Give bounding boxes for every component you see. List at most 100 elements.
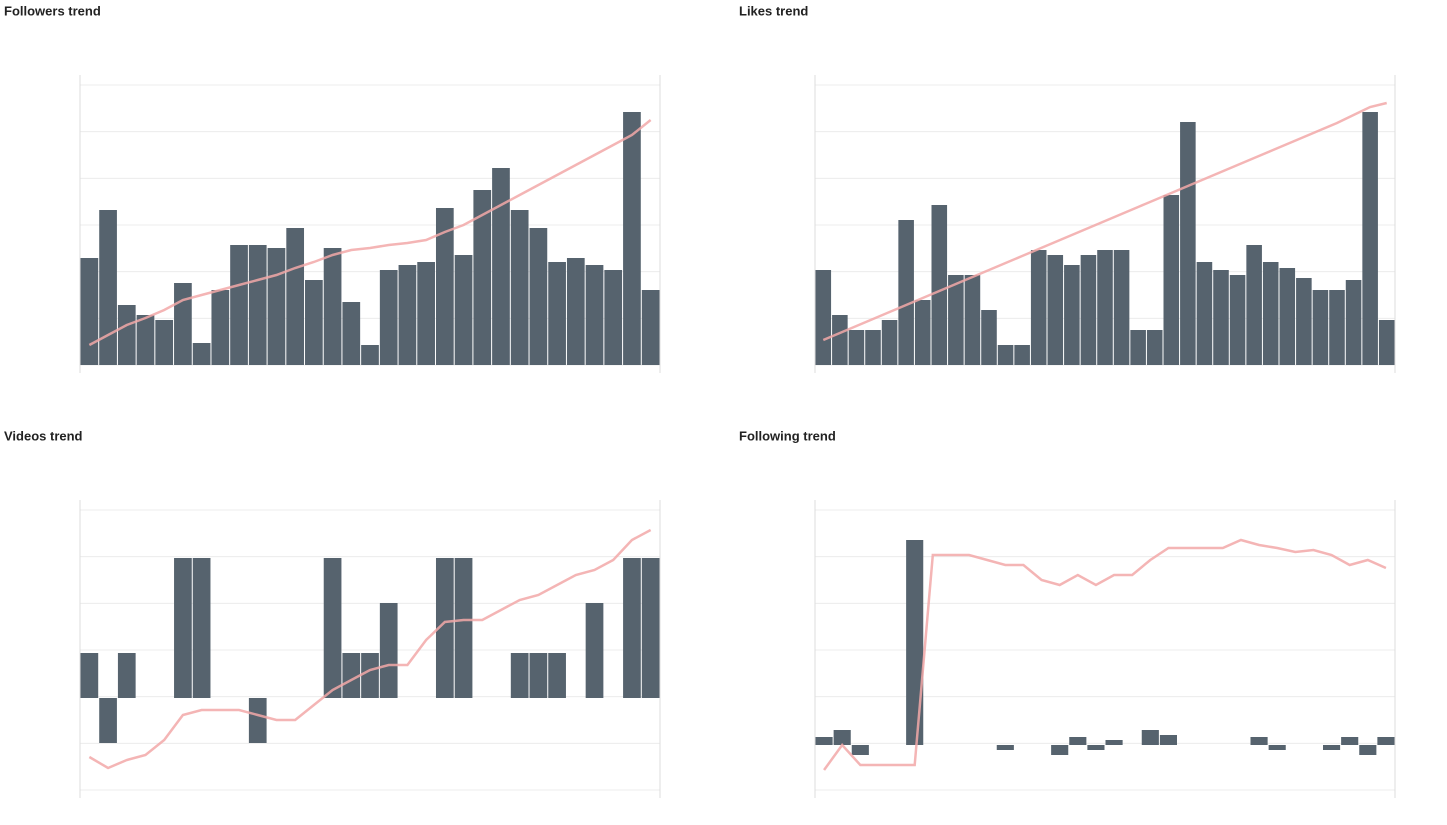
bar	[1080, 255, 1097, 365]
bar	[342, 653, 361, 698]
bar	[566, 258, 585, 365]
bar	[192, 558, 211, 698]
bar	[1323, 745, 1341, 750]
bar	[398, 265, 417, 365]
bar	[1064, 265, 1080, 365]
bar	[1377, 737, 1395, 745]
bar	[174, 283, 192, 365]
bar	[604, 270, 623, 365]
bar	[248, 698, 267, 743]
bar	[155, 320, 174, 365]
bar	[529, 653, 548, 698]
bar	[1341, 737, 1359, 745]
bar	[454, 558, 473, 698]
bar	[1047, 255, 1064, 365]
bar	[851, 745, 869, 755]
bar	[906, 540, 924, 745]
bar	[1163, 195, 1180, 365]
bar	[548, 262, 566, 365]
bar	[1329, 290, 1345, 365]
bar	[323, 558, 342, 698]
bar	[1262, 262, 1279, 365]
bar	[996, 745, 1014, 750]
bar	[865, 330, 881, 365]
bar	[211, 290, 230, 365]
bar	[981, 310, 997, 365]
bar	[623, 112, 641, 365]
bar	[510, 653, 529, 698]
bar	[117, 653, 136, 698]
bar	[1246, 245, 1262, 365]
trend-line	[88, 528, 652, 770]
bar	[192, 343, 211, 365]
chart-title: Followers trend	[4, 3, 101, 18]
bar	[80, 653, 99, 698]
bar	[815, 270, 832, 365]
bar	[286, 228, 305, 365]
chart-title: Videos trend	[4, 428, 83, 443]
bar	[1268, 745, 1286, 750]
bar	[1069, 737, 1087, 745]
bar	[641, 558, 660, 698]
bar	[1051, 745, 1069, 755]
bar	[1097, 250, 1113, 365]
bar	[1312, 290, 1329, 365]
bar	[342, 302, 361, 365]
bar	[1196, 262, 1213, 365]
bar	[931, 205, 948, 365]
bar	[585, 603, 604, 698]
bar	[623, 558, 641, 698]
trend-line	[88, 119, 652, 347]
bar	[1229, 275, 1246, 365]
bar	[1014, 345, 1030, 365]
bar	[948, 275, 964, 365]
bar	[473, 190, 492, 365]
bar	[136, 315, 155, 365]
bar	[832, 315, 848, 365]
bar	[1113, 250, 1130, 365]
bar	[1146, 330, 1163, 365]
bar	[248, 245, 267, 365]
chart-title: Likes trend	[739, 3, 808, 18]
bar	[548, 653, 566, 698]
bar	[99, 698, 117, 743]
bar	[1359, 745, 1377, 755]
bar	[964, 275, 981, 365]
bar	[1159, 735, 1177, 745]
bar	[641, 290, 660, 365]
bar	[379, 603, 398, 698]
bar	[230, 245, 248, 365]
bar	[1030, 250, 1047, 365]
bar	[267, 248, 286, 365]
bar	[585, 265, 604, 365]
bar	[510, 210, 529, 365]
bar	[174, 558, 192, 698]
bar	[1141, 730, 1159, 745]
bar	[1087, 745, 1105, 750]
bar	[454, 255, 473, 365]
bar	[361, 653, 379, 698]
bar	[435, 208, 454, 365]
bar	[1345, 280, 1362, 365]
bar	[1250, 737, 1268, 745]
trend-line	[823, 538, 1387, 771]
bar	[1378, 320, 1395, 365]
bar	[1296, 278, 1312, 365]
chart-title: Following trend	[739, 428, 836, 443]
bar	[1130, 330, 1146, 365]
bar	[379, 270, 398, 365]
bar	[1279, 268, 1296, 365]
bar	[529, 228, 548, 365]
bar	[1180, 122, 1196, 365]
bar	[1362, 112, 1378, 365]
bar	[417, 262, 435, 365]
bar	[117, 305, 136, 365]
bar	[323, 248, 342, 365]
bar	[833, 730, 851, 745]
bar	[361, 345, 379, 365]
bar	[914, 300, 931, 365]
trend-line	[822, 101, 1388, 342]
bar	[492, 168, 510, 365]
bar	[99, 210, 117, 365]
